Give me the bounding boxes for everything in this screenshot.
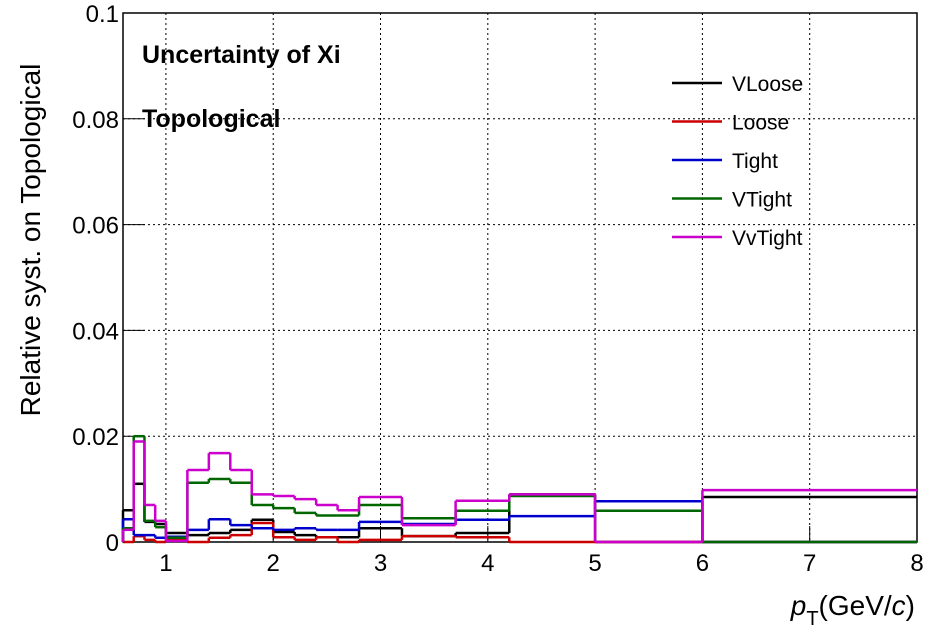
x-tick-label: 5 — [588, 550, 601, 577]
x-label-part: p — [790, 590, 807, 621]
y-tick-label: 0.04 — [72, 318, 119, 345]
x-label-part: ) — [906, 590, 915, 621]
legend-label: VLoose — [732, 73, 803, 96]
y-tick-label: 0.08 — [72, 107, 119, 134]
x-tick-label: 4 — [481, 550, 494, 577]
legend-label: Tight — [732, 150, 778, 173]
x-tick-label: 3 — [374, 550, 387, 577]
x-axis-label: pT(GeV/c) — [790, 590, 915, 630]
chart-subtitle: Topological — [142, 105, 280, 133]
x-tick-label: 7 — [803, 550, 816, 577]
y-tick-label: 0 — [106, 530, 119, 557]
legend-label: VvTight — [732, 227, 803, 250]
x-tick-label: 2 — [267, 550, 280, 577]
x-tick-label: 1 — [159, 550, 172, 577]
y-tick-label: 0.06 — [72, 213, 119, 240]
series — [121, 482, 917, 544]
x-tick-label: 6 — [696, 550, 709, 577]
y-tick-label: 0.02 — [72, 424, 119, 451]
x-tick-label: 8 — [910, 550, 923, 577]
y-tick-label: 0.1 — [86, 1, 119, 28]
legend-label: VTight — [732, 189, 792, 212]
x-label-part: (GeV/ — [819, 590, 892, 621]
chart-title: Uncertainty of Xi — [142, 41, 341, 69]
x-label-part: T — [806, 608, 818, 630]
series — [121, 440, 917, 544]
legend-label: Loose — [732, 112, 789, 135]
y-axis-label: Relative syst. on Topological — [15, 64, 46, 417]
x-label-part: c — [892, 590, 906, 621]
